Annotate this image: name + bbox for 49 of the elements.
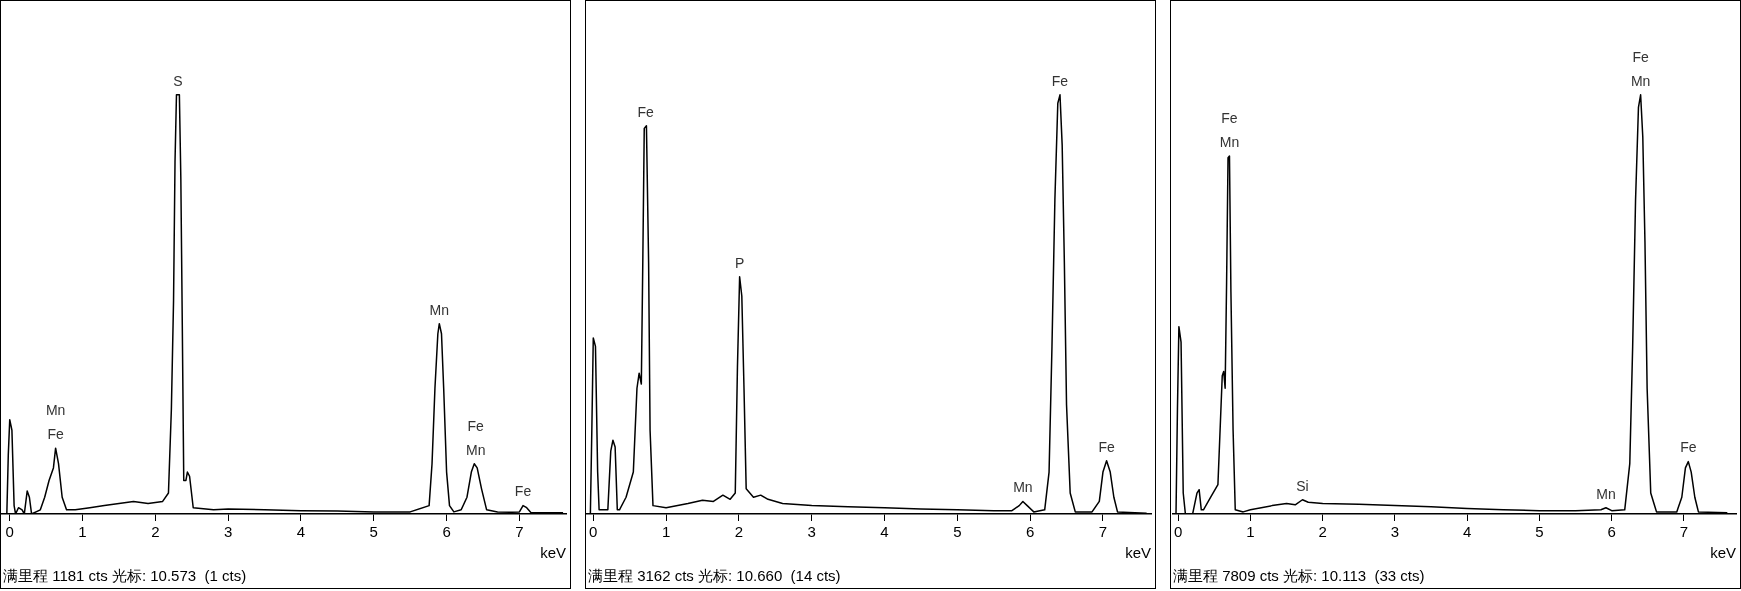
x-tick-label: 1: [78, 523, 87, 541]
annotation: Mn: [45, 402, 66, 419]
x-axis-title: keV: [1710, 544, 1736, 562]
annotation: Fe: [637, 103, 655, 120]
x-tick-label: 5: [1535, 523, 1544, 541]
x-tick-label: 6: [1607, 523, 1616, 541]
text: 满里程 3162 cts 光标: 10.660 (14 cts): [588, 567, 841, 586]
annotation: Mn: [1219, 133, 1240, 150]
annotation: Mn: [1013, 479, 1033, 496]
x-tick-label: 1: [1246, 523, 1255, 541]
annotation: Fe: [1632, 48, 1649, 65]
x-tick-label: 5: [953, 523, 962, 541]
x-axis-title: keV: [1125, 544, 1151, 562]
x-tick-label: 3: [807, 523, 816, 541]
x-tick-label: 7: [515, 523, 524, 541]
x-tick-label: 7: [1098, 523, 1108, 541]
x-tick-label: 0: [589, 523, 598, 541]
annotation: Fe: [1680, 439, 1697, 456]
text: 满里程 1181 cts 光标: 10.573 (1 cts): [3, 567, 247, 586]
annotation: P: [734, 254, 745, 271]
x-tick-label: 0: [5, 523, 14, 541]
x-tick-label: 4: [296, 523, 306, 541]
x-tick-label: 4: [1463, 523, 1472, 541]
annotation: Mn: [429, 301, 450, 318]
annotation: Fe: [514, 483, 532, 500]
annotation: Fe: [467, 417, 485, 434]
annotation: Fe: [1221, 109, 1238, 126]
x-tick-label: 7: [1679, 523, 1689, 541]
annotation: S: [173, 72, 183, 89]
annotation: Si: [1296, 477, 1309, 494]
x-tick-label: 2: [734, 523, 744, 541]
x-tick-label: 2: [1318, 523, 1327, 541]
x-tick-label: 2: [151, 523, 160, 541]
x-tick-label: 1: [661, 523, 671, 541]
x-tick-label: 6: [442, 523, 451, 541]
x-tick-label: 5: [369, 523, 378, 541]
annotation: Mn: [1596, 485, 1616, 502]
annotation: Fe: [47, 426, 64, 443]
x-axis-title: keV: [540, 544, 566, 562]
annotation: Fe: [1051, 72, 1069, 89]
annotation: Mn: [1630, 72, 1651, 89]
x-tick-label: 3: [1390, 523, 1400, 541]
x-tick-label: 4: [880, 523, 889, 541]
annotation: Fe: [1098, 438, 1115, 455]
annotation: Mn: [465, 441, 486, 458]
x-tick-label: 6: [1025, 523, 1035, 541]
text: 满里程 7809 cts 光标: 10.113 (33 cts): [1173, 567, 1425, 586]
x-tick-label: 3: [223, 523, 233, 541]
x-tick-label: 0: [1174, 523, 1183, 541]
